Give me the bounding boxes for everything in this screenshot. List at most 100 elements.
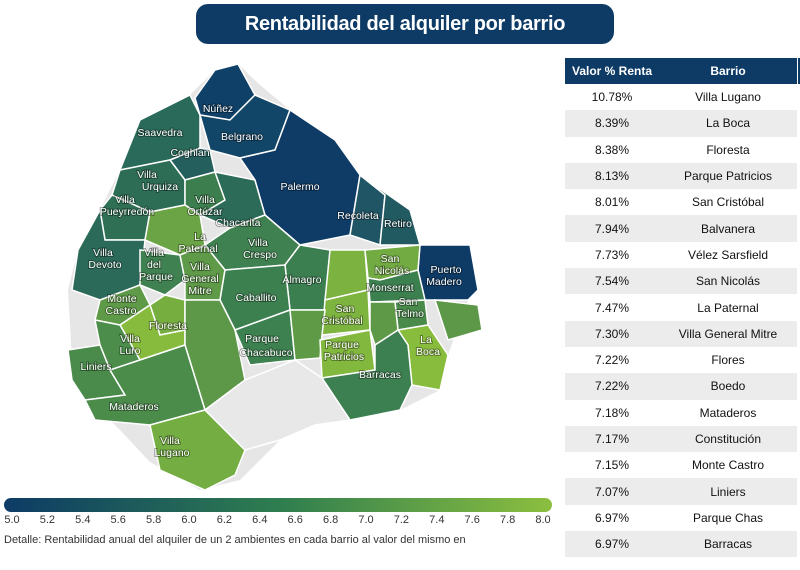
cell-barrio: Balvanera bbox=[700, 221, 756, 236]
label-monte-castro-1: Monte bbox=[107, 293, 136, 305]
cell-value: 7.94% bbox=[594, 221, 630, 236]
label-villa-general-mitre-1: Villa bbox=[190, 261, 210, 273]
region-boedo bbox=[289, 309, 326, 361]
scale-tick: 6.0 bbox=[181, 514, 197, 526]
scale-tick: 8.0 bbox=[535, 514, 551, 526]
label-san-cristobal-1: San bbox=[336, 303, 355, 315]
cell-value: 7.17% bbox=[594, 432, 630, 446]
scale-tick: 6.4 bbox=[252, 514, 268, 526]
cell-value: 8.01% bbox=[594, 195, 630, 210]
table-row: 8.13% Parque Patricios bbox=[565, 162, 797, 190]
cell-barrio: Parque Chas bbox=[692, 510, 764, 525]
scale-tick: 7.0 bbox=[358, 514, 374, 526]
cell-value: 8.38% bbox=[594, 142, 630, 157]
scale-tick: 5.2 bbox=[39, 514, 56, 526]
region-villa-del-parque bbox=[139, 249, 186, 296]
label-villa-del-parque-3: Parque bbox=[139, 271, 173, 283]
cell-barrio: Constitución bbox=[694, 432, 762, 446]
label-liniers: Liniers bbox=[81, 361, 112, 373]
label-parque-patricios-1: Parque bbox=[325, 339, 359, 351]
cell-barrio: Parque Patricios bbox=[683, 169, 773, 184]
cell-barrio: Boedo bbox=[710, 379, 746, 394]
scale-tick: 6.6 bbox=[287, 514, 303, 526]
label-villa-ortuzar-1: Villa bbox=[195, 194, 215, 206]
label-san-telmo-2: Telmo bbox=[396, 308, 424, 320]
label-coghlan: Coghlan bbox=[170, 147, 209, 159]
label-belgrano: Belgrano bbox=[221, 131, 263, 143]
scale-tick: 7.2 bbox=[393, 514, 410, 526]
label-villa-devoto-1: Villa bbox=[93, 247, 113, 259]
table-header-edge bbox=[798, 58, 800, 84]
label-la-paternal-1: La bbox=[194, 231, 206, 243]
label-la-paternal-2: Paternal bbox=[178, 243, 217, 255]
label-caballito: Caballito bbox=[236, 292, 277, 304]
label-palermo: Palermo bbox=[280, 181, 319, 193]
label-villa-luro-1: Villa bbox=[120, 333, 140, 345]
cell-barrio: Villa General Mitre bbox=[678, 326, 778, 341]
label-puerto-madero-2: Madero bbox=[426, 276, 462, 288]
table-row: 7.15% Monte Castro bbox=[565, 452, 797, 479]
table-row: 8.38% Floresta bbox=[565, 136, 797, 163]
label-parque-chacabuco-1: Parque bbox=[245, 333, 279, 345]
label-puerto-madero-1: Puerto bbox=[431, 264, 462, 276]
region-gray-south bbox=[203, 359, 352, 451]
scale-tick: 7.4 bbox=[429, 514, 445, 526]
scale-tick: 7.6 bbox=[464, 514, 480, 526]
label-villa-del-parque-1: Villa bbox=[144, 247, 164, 259]
table-body: 10.78% Villa Lugano 8.39% La Boca 8.38% Flore… bbox=[565, 84, 797, 558]
cell-barrio: Monte Castro bbox=[691, 458, 765, 473]
label-parque-chacabuco-2: Chacabuco bbox=[239, 347, 292, 359]
header-barrio: Barrio bbox=[710, 64, 746, 78]
table-row: 6.97% Parque Chas bbox=[565, 504, 797, 532]
label-villa-lugano-2: Lugano bbox=[154, 447, 189, 459]
table-row: 7.17% Constitución bbox=[565, 425, 797, 453]
table-row: 7.07% Liniers bbox=[565, 478, 797, 505]
scale-tick: 5.8 bbox=[145, 514, 162, 526]
cell-barrio: La Boca bbox=[705, 116, 751, 131]
table-row: 7.18% Mataderos bbox=[565, 399, 797, 426]
region-retiro bbox=[359, 174, 421, 246]
table-row: 7.22% Flores bbox=[565, 346, 797, 374]
label-villa-lugano-1: Villa bbox=[160, 435, 180, 447]
cell-value: 7.47% bbox=[594, 300, 630, 315]
cell-barrio: San Cristóbal bbox=[691, 195, 765, 210]
label-villa-devoto-2: Devoto bbox=[88, 259, 121, 271]
scale-tick: 5.6 bbox=[110, 514, 126, 526]
label-almagro: Almagro bbox=[282, 274, 321, 286]
cell-barrio: Vélez Sarsfield bbox=[687, 247, 769, 262]
label-barracas: Barracas bbox=[359, 369, 401, 381]
cell-barrio: Barracas bbox=[703, 537, 753, 552]
label-san-nicolas-2: Nicolás bbox=[375, 265, 409, 277]
cell-value: 7.22% bbox=[594, 353, 630, 368]
neighborhood-map: Núñez Saavedra Belgrano Coghlan Villa Ur… bbox=[67, 63, 483, 491]
label-villa-general-mitre-3: Mitre bbox=[188, 285, 211, 297]
scale-tick: 6.2 bbox=[216, 514, 233, 526]
cell-barrio: Flores bbox=[711, 353, 745, 368]
label-recoleta: Recoleta bbox=[337, 210, 379, 222]
cell-value: 7.22% bbox=[594, 379, 630, 394]
label-la-boca-1: La bbox=[420, 334, 432, 346]
label-villa-del-parque-2: del bbox=[147, 259, 161, 271]
scale-tick: 6.8 bbox=[322, 514, 339, 526]
table-row: 6.97% Barracas bbox=[565, 531, 797, 558]
table-row: 10.78% Villa Lugano bbox=[565, 84, 797, 111]
label-villa-pueyrredon-1: Villa bbox=[115, 194, 135, 206]
scale-tick: 7.8 bbox=[499, 514, 516, 526]
color-scale-bar bbox=[4, 498, 552, 512]
cell-barrio: Liniers bbox=[710, 484, 746, 499]
table-row: 7.30% Villa General Mitre bbox=[565, 320, 797, 347]
cell-value: 10.78% bbox=[591, 90, 633, 105]
label-monte-castro-2: Castro bbox=[106, 305, 137, 317]
label-villa-urquiza-1: Villa bbox=[137, 169, 157, 181]
cell-value: 8.13% bbox=[594, 169, 630, 184]
color-scale-ticks: 5.0 5.2 5.4 5.6 5.8 6.0 6.2 6.4 6.6 6.8 7.0 7.2 7.4 7… bbox=[0, 514, 560, 530]
footnote: Detalle: Rentabilidad anual del alquiler… bbox=[4, 534, 466, 546]
region-mataderos bbox=[83, 344, 206, 426]
scale-tick: 5.4 bbox=[75, 514, 91, 526]
label-villa-crespo-1: Villa bbox=[248, 237, 268, 249]
label-saavedra: Saavedra bbox=[138, 127, 183, 139]
table-row: 7.94% Balvanera bbox=[565, 215, 797, 242]
label-villa-urquiza-2: Urquiza bbox=[142, 181, 178, 193]
cell-value: 7.18% bbox=[594, 405, 630, 420]
label-villa-pueyrredon-2: Pueyrredón bbox=[100, 206, 154, 218]
